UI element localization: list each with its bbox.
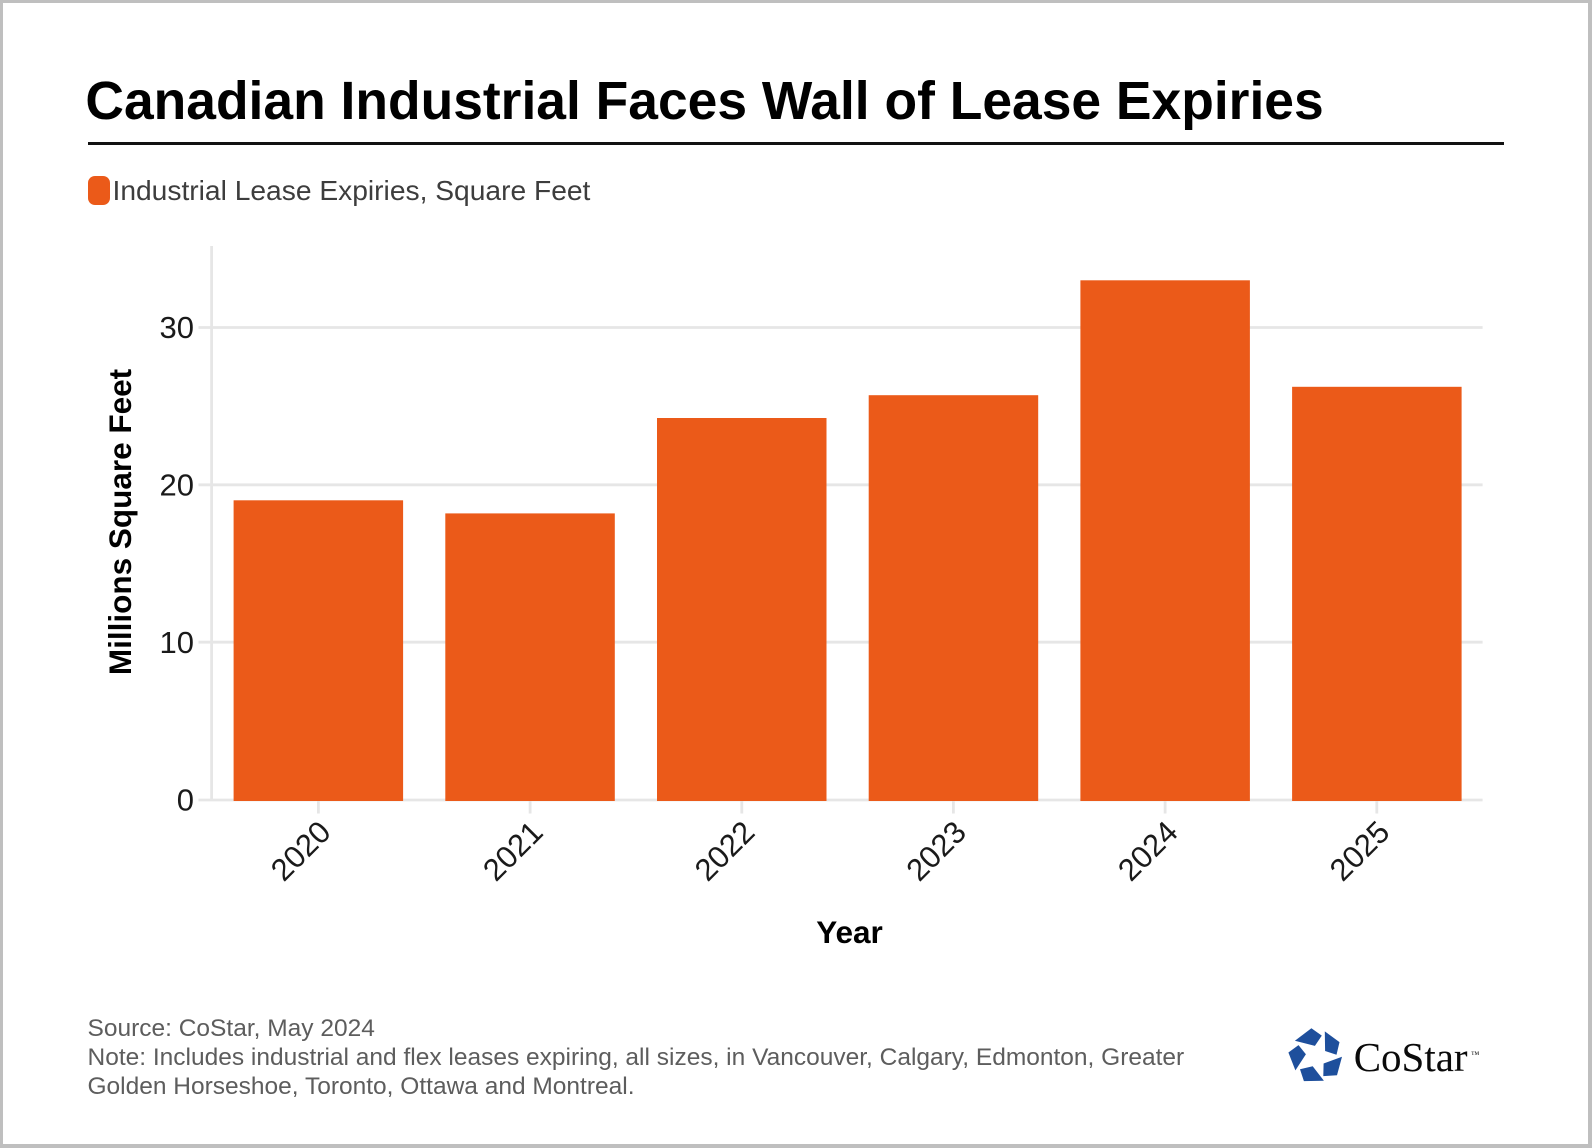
svg-text:2022: 2022 bbox=[688, 814, 762, 888]
svg-text:2020: 2020 bbox=[264, 814, 338, 888]
svg-text:Millions Square Feet: Millions Square Feet bbox=[102, 368, 138, 675]
svg-text:30: 30 bbox=[160, 310, 194, 345]
svg-text:2021: 2021 bbox=[476, 814, 550, 888]
svg-text:2024: 2024 bbox=[1111, 814, 1185, 888]
svg-text:0: 0 bbox=[177, 783, 194, 818]
svg-text:2023: 2023 bbox=[899, 814, 973, 888]
svg-text:2025: 2025 bbox=[1323, 814, 1397, 888]
svg-text:20: 20 bbox=[160, 468, 194, 503]
svg-text:Year: Year bbox=[816, 914, 883, 950]
svg-text:10: 10 bbox=[160, 625, 194, 660]
